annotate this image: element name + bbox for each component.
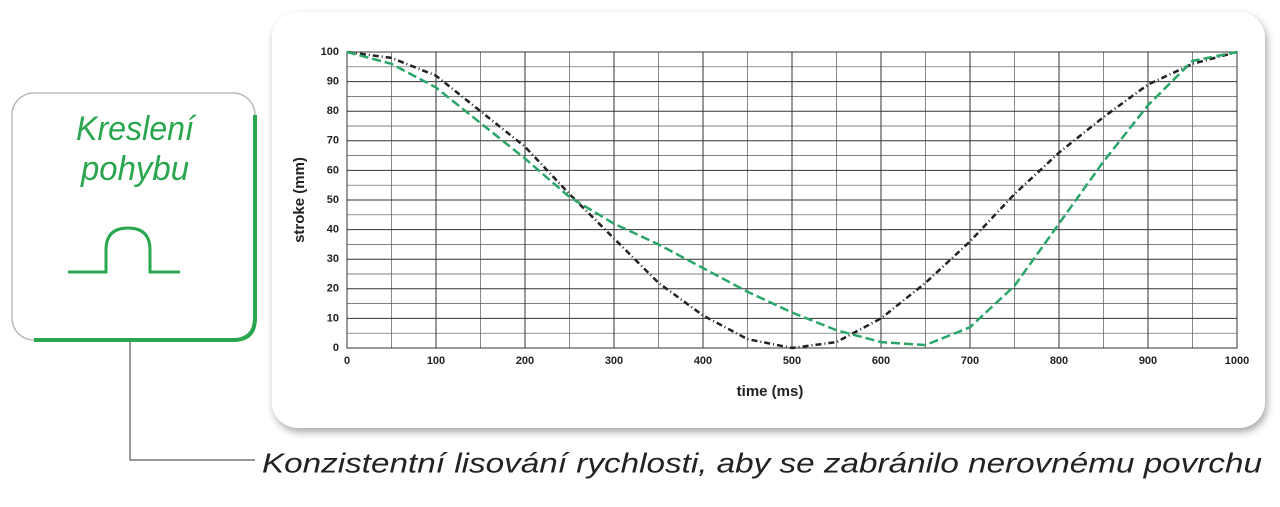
y-tick-label: 0 — [333, 342, 339, 354]
x-tick-label: 600 — [872, 355, 890, 367]
y-tick-label: 50 — [327, 194, 339, 206]
caption: Konzistentní lisování rychlosti, aby se … — [262, 447, 1263, 478]
x-tick-label: 300 — [605, 355, 623, 367]
y-tick-label: 30 — [327, 253, 339, 265]
connector — [129, 342, 255, 461]
y-tick-label: 90 — [327, 76, 339, 88]
y-tick-label: 40 — [327, 224, 339, 236]
x-tick-label: 500 — [783, 355, 801, 367]
plot: 0 100 200 300 400 500 600 700 800 900 1000 0 10 20 30 4… — [321, 46, 1250, 367]
x-tick-label: 400 — [694, 355, 712, 367]
y-axis-title: stroke (mm) — [291, 157, 308, 243]
x-tick-label: 100 — [427, 355, 445, 367]
badge-accent — [34, 115, 257, 342]
series-line — [346, 50, 1238, 350]
pulse-icon — [68, 226, 180, 274]
y-tick-label: 100 — [321, 46, 339, 58]
y-tick-label: 60 — [327, 164, 339, 176]
y-tick-label: 20 — [327, 283, 339, 295]
series-line — [346, 50, 1238, 347]
y-tick-label: 70 — [327, 135, 339, 147]
x-tick-label: 800 — [1050, 355, 1068, 367]
x-tick-label: 900 — [1139, 355, 1157, 367]
x-tick-label: 200 — [516, 355, 534, 367]
badge-title: Kreslení — [76, 110, 197, 148]
x-tick-label: 0 — [344, 355, 350, 367]
y-tick-label: 10 — [327, 312, 339, 324]
badge-title: pohybu — [80, 150, 189, 188]
y-tick-label: 80 — [327, 105, 339, 117]
x-tick-label: 700 — [961, 355, 979, 367]
x-axis-title: time (ms) — [737, 383, 804, 400]
x-tick-label: 1000 — [1225, 355, 1249, 367]
